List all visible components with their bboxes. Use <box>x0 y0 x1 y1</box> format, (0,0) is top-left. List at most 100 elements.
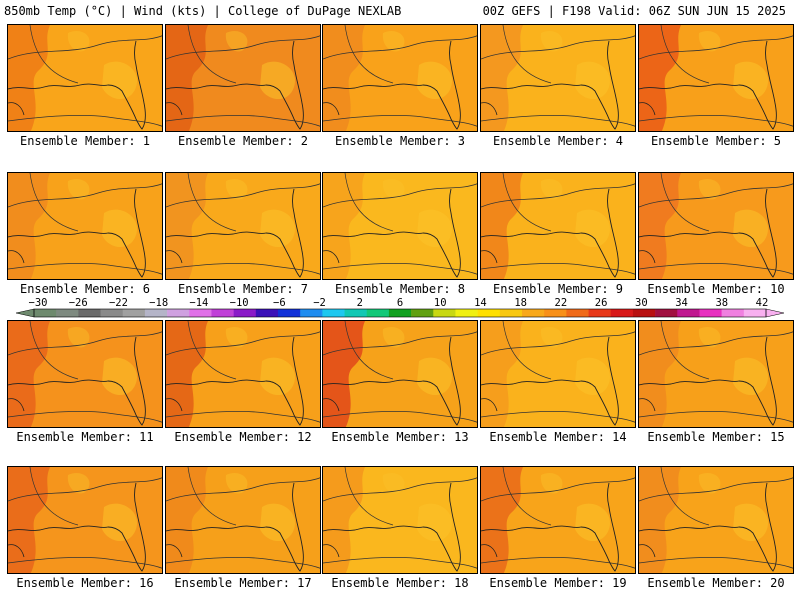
colorbar-swatch <box>499 309 523 317</box>
colorbar-swatch <box>699 309 722 317</box>
temperature-field-map <box>166 321 320 427</box>
ensemble-member-map <box>638 320 794 428</box>
temperature-field-map <box>166 467 320 573</box>
ensemble-member-caption: Ensemble Member: 17 <box>174 576 312 590</box>
ensemble-member-map <box>322 172 478 280</box>
ensemble-member-caption: Ensemble Member: 3 <box>334 134 466 148</box>
temperature-field-map <box>323 321 477 427</box>
temperature-field-map <box>323 467 477 573</box>
temperature-field-map <box>639 25 793 131</box>
colorbar-swatch <box>566 309 589 317</box>
colorbar-swatch <box>100 309 124 317</box>
colorbar-tick-label: −6 <box>273 297 286 309</box>
colorbar-swatch <box>743 309 767 317</box>
temperature-field-map <box>481 467 635 573</box>
colorbar-tick-label: −14 <box>189 297 208 309</box>
ensemble-member-map <box>638 24 794 132</box>
colorbar-swatch <box>278 309 301 317</box>
colorbar-swatch <box>522 309 545 317</box>
colorbar-swatch <box>588 309 612 317</box>
colorbar-swatch <box>477 309 501 317</box>
colorbar-tick-label: 10 <box>434 297 447 309</box>
map-header-valid-time: 00Z GEFS | F198 Valid: 06Z SUN JUN 15 20… <box>482 4 786 18</box>
ensemble-member-caption: Ensemble Member: 8 <box>334 282 466 296</box>
ensemble-member-caption: Ensemble Member: 14 <box>489 430 627 444</box>
colorbar-tick-label: −2 <box>313 297 326 309</box>
ensemble-member-caption: Ensemble Member: 18 <box>331 576 469 590</box>
temperature-field-map <box>639 467 793 573</box>
colorbar-swatch <box>322 309 345 317</box>
colorbar-tick-label: −26 <box>69 297 88 309</box>
temperature-field-map <box>8 321 162 427</box>
ensemble-member-map <box>638 466 794 574</box>
ensemble-member-caption: Ensemble Member: 16 <box>16 576 154 590</box>
colorbar-swatch <box>233 309 257 317</box>
colorbar-tick-label: −30 <box>29 297 48 309</box>
ensemble-member-map <box>322 24 478 132</box>
colorbar-tick-label: 38 <box>715 297 728 309</box>
ensemble-member-map <box>480 466 636 574</box>
ensemble-member-map <box>7 24 163 132</box>
colorbar-swatch <box>255 309 279 317</box>
temperature-field-map <box>323 25 477 131</box>
ensemble-member-caption: Ensemble Member: 11 <box>16 430 154 444</box>
temperature-field-map <box>8 467 162 573</box>
temperature-field-map <box>8 173 162 279</box>
colorbar-max-arrow <box>765 308 785 318</box>
ensemble-member-caption: Ensemble Member: 10 <box>647 282 785 296</box>
ensemble-member-map <box>480 24 636 132</box>
ensemble-member-map <box>480 320 636 428</box>
colorbar-swatch <box>455 309 478 317</box>
colorbar-swatch <box>411 309 434 317</box>
temperature-field-map <box>481 321 635 427</box>
colorbar-tick-label: 30 <box>635 297 648 309</box>
temperature-colorbar: −30 −26 −22 −18 −14 −10 −6 −2 2 6 10 14 18 22 26 30 34 38… <box>15 297 785 318</box>
ensemble-member-caption: Ensemble Member: 1 <box>19 134 151 148</box>
colorbar-swatch <box>433 309 456 317</box>
temperature-field-map <box>8 25 162 131</box>
ensemble-member-map <box>638 172 794 280</box>
ensemble-member-caption: Ensemble Member: 19 <box>489 576 627 590</box>
colorbar-swatch <box>144 309 168 317</box>
colorbar-tick-label: 26 <box>595 297 608 309</box>
temperature-field-map <box>481 173 635 279</box>
colorbar-swatch <box>167 309 190 317</box>
ensemble-member-caption: Ensemble Member: 6 <box>19 282 151 296</box>
ensemble-member-map <box>165 172 321 280</box>
colorbar-swatch <box>34 309 57 317</box>
ensemble-member-map <box>165 466 321 574</box>
ensemble-member-caption: Ensemble Member: 7 <box>177 282 309 296</box>
colorbar-tick-label: 34 <box>675 297 688 309</box>
ensemble-member-map <box>7 172 163 280</box>
ensemble-member-map <box>165 320 321 428</box>
ensemble-member-map <box>322 320 478 428</box>
colorbar-tick-label: 42 <box>756 297 769 309</box>
temperature-field-map <box>166 173 320 279</box>
colorbar-swatch <box>344 309 368 317</box>
colorbar-swatch <box>189 309 212 317</box>
temperature-field-map <box>639 173 793 279</box>
ensemble-member-map <box>165 24 321 132</box>
colorbar-swatch <box>610 309 634 317</box>
colorbar-swatch <box>388 309 412 317</box>
ensemble-member-caption: Ensemble Member: 2 <box>177 134 309 148</box>
colorbar-swatch <box>655 309 678 317</box>
map-header-title: 850mb Temp (°C) | Wind (kts) | College o… <box>4 4 402 18</box>
colorbar-tick-label: 18 <box>514 297 527 309</box>
colorbar-tick-label: 22 <box>555 297 568 309</box>
colorbar-swatch <box>632 309 656 317</box>
colorbar-tick-label: −10 <box>230 297 249 309</box>
ensemble-member-map <box>7 466 163 574</box>
colorbar-swatch <box>300 309 323 317</box>
ensemble-member-caption: Ensemble Member: 9 <box>492 282 624 296</box>
temperature-field-map <box>481 25 635 131</box>
colorbar-swatch <box>677 309 700 317</box>
ensemble-member-caption: Ensemble Member: 20 <box>647 576 785 590</box>
ensemble-member-map <box>322 466 478 574</box>
ensemble-member-map <box>480 172 636 280</box>
colorbar-swatch <box>544 309 567 317</box>
temperature-field-map <box>323 173 477 279</box>
colorbar-swatch <box>211 309 234 317</box>
colorbar-tick-label: 2 <box>357 297 363 309</box>
ensemble-member-caption: Ensemble Member: 12 <box>174 430 312 444</box>
